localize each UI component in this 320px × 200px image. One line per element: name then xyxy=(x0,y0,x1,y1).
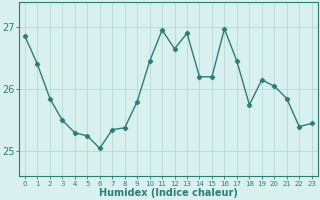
X-axis label: Humidex (Indice chaleur): Humidex (Indice chaleur) xyxy=(99,188,238,198)
